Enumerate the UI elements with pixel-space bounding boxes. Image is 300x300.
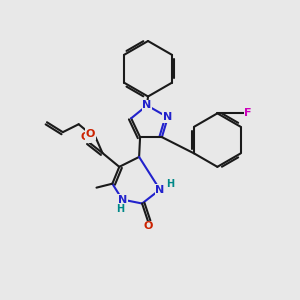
Text: H: H	[116, 204, 124, 214]
Text: F: F	[244, 108, 252, 118]
Text: N: N	[142, 100, 152, 110]
Text: O: O	[143, 221, 153, 231]
Text: N: N	[155, 184, 164, 195]
Text: N: N	[118, 194, 127, 205]
Text: H: H	[166, 179, 174, 189]
Text: N: N	[163, 112, 172, 122]
Text: O: O	[81, 132, 90, 142]
Text: O: O	[86, 129, 95, 139]
